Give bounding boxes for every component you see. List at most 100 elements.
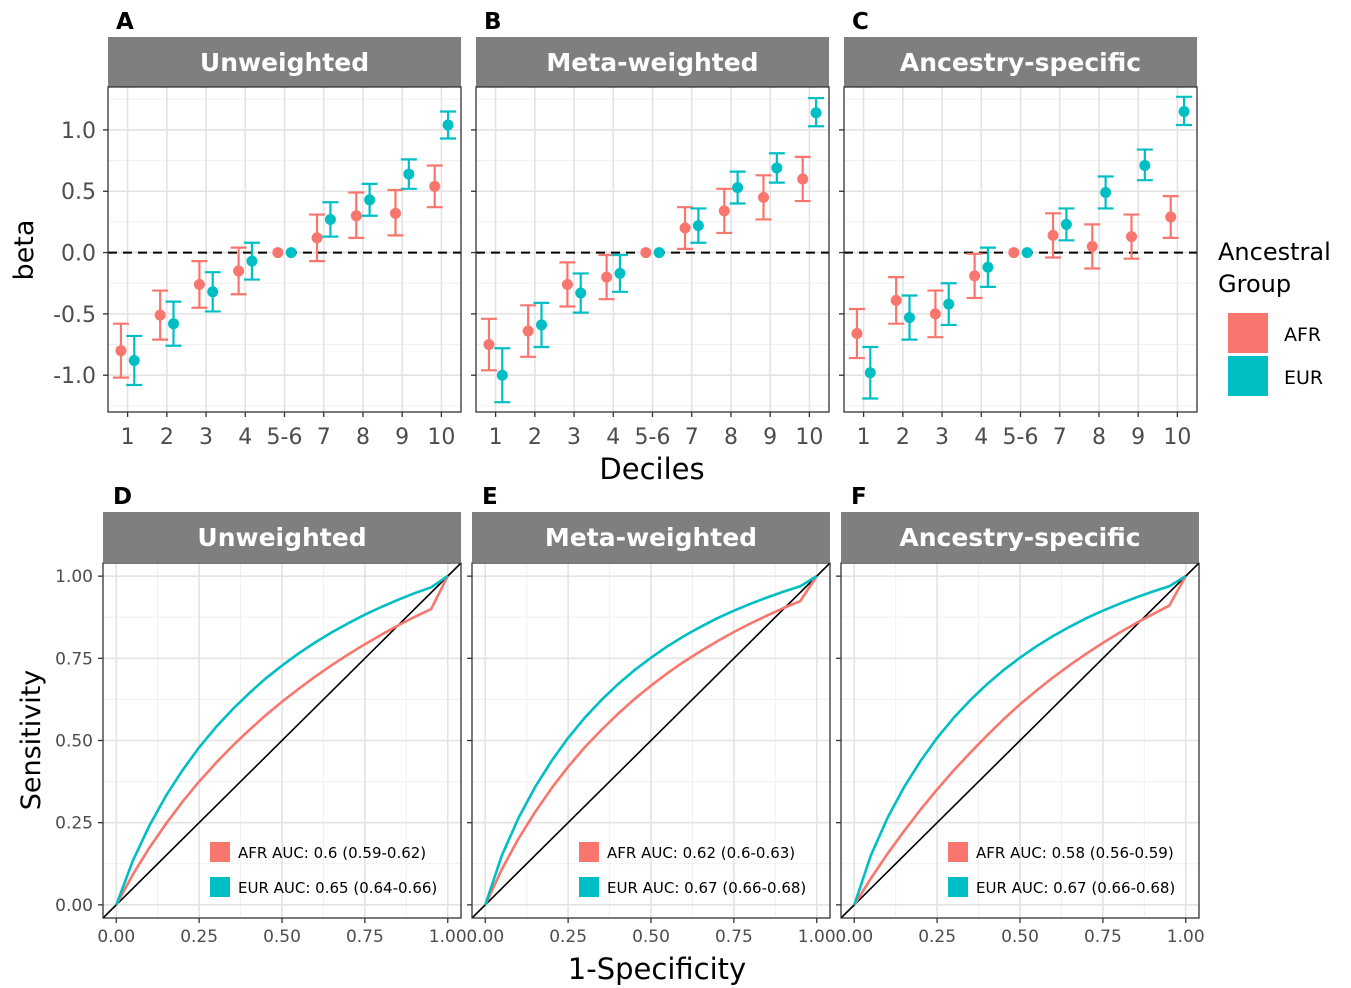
roc-curve-afr: [853, 575, 1187, 906]
auc-legend-key-afr: [948, 842, 968, 862]
point-afr: [193, 278, 205, 290]
point-afr: [311, 232, 323, 244]
top-y-axis-title: beta: [9, 220, 40, 281]
point-afr: [1086, 240, 1098, 252]
x-tick-label: 3: [935, 425, 949, 450]
point-eur: [732, 182, 744, 194]
point-eur: [285, 247, 297, 259]
point-afr: [1125, 231, 1137, 243]
x-tick-label: 4: [238, 425, 252, 450]
point-afr: [797, 173, 809, 185]
panel-letter-E: E: [482, 484, 498, 510]
x-tick-label: 3: [199, 425, 213, 450]
x-tick-label: 9: [395, 425, 409, 450]
y-tick-label: 1.00: [55, 567, 93, 587]
diagonal-line: [102, 562, 462, 919]
point-afr: [757, 191, 769, 203]
x-tick-label: 0.25: [918, 927, 956, 947]
point-afr: [1008, 247, 1020, 259]
x-tick-label: 10: [427, 425, 455, 450]
x-tick-label: 8: [1092, 425, 1106, 450]
roc-curve-eur: [853, 574, 1187, 906]
auc-legend-label-eur: EUR AUC: 0.65 (0.64-0.66): [238, 879, 437, 897]
auc-legend-label-afr: AFR AUC: 0.6 (0.59-0.62): [238, 844, 426, 862]
x-tick-label: 10: [1163, 425, 1191, 450]
diagonal-line: [471, 562, 831, 919]
x-tick-label: 0.00: [466, 927, 504, 947]
point-afr: [272, 247, 284, 259]
panel-letter-F: F: [851, 484, 867, 510]
point-eur: [496, 369, 508, 381]
y-tick-label: -0.5: [53, 303, 96, 328]
y-tick-label: 0.5: [61, 180, 96, 205]
auc-legend-label-afr: AFR AUC: 0.58 (0.56-0.59): [976, 844, 1174, 862]
y-tick-label: 0.0: [61, 242, 96, 267]
facet-strip-D: [103, 512, 461, 562]
point-eur: [1060, 218, 1072, 230]
x-tick-label: 5-6: [635, 425, 671, 450]
point-eur: [536, 319, 548, 331]
point-eur: [653, 247, 665, 259]
panel-letter-C: C: [852, 9, 869, 35]
point-afr: [233, 265, 245, 277]
point-eur: [810, 107, 822, 119]
point-afr: [1047, 229, 1059, 241]
legend-key-eur: [1228, 356, 1268, 396]
point-eur: [364, 194, 376, 206]
point-eur: [771, 162, 783, 174]
x-tick-label: 5-6: [267, 425, 303, 450]
auc-legend-key-eur: [948, 877, 968, 897]
x-tick-label: 1: [857, 425, 871, 450]
point-afr: [969, 270, 981, 282]
legend-label-afr: AFR: [1284, 324, 1321, 346]
legend-key-afr: [1228, 313, 1268, 353]
x-tick-label: 5-6: [1003, 425, 1039, 450]
point-eur: [575, 287, 587, 299]
x-tick-label: 8: [356, 425, 370, 450]
legend-title-line2: Group: [1218, 270, 1291, 298]
point-afr: [522, 325, 534, 337]
x-tick-label: 0.75: [715, 927, 753, 947]
facet-strip-label-B: Meta-weighted: [546, 48, 758, 77]
bottom-y-axis-title: Sensitivity: [16, 670, 47, 811]
x-tick-label: 10: [795, 425, 823, 450]
y-tick-label: 0.75: [55, 649, 93, 669]
x-tick-label: 0.75: [346, 927, 384, 947]
x-tick-label: 7: [317, 425, 331, 450]
x-tick-label: 0.00: [97, 927, 135, 947]
y-tick-label: 0.50: [55, 732, 93, 752]
point-afr: [929, 308, 941, 320]
panel-C: 1 2 3 4 5-6 7 8 9 10: [839, 86, 1198, 450]
point-eur: [904, 312, 916, 324]
point-eur: [403, 168, 415, 180]
legend: Ancestral Group AFR EUR: [1218, 238, 1331, 396]
point-afr: [601, 271, 613, 283]
x-tick-label: 0.25: [549, 927, 587, 947]
x-tick-label: 9: [763, 425, 777, 450]
point-eur: [943, 298, 955, 310]
point-afr: [679, 222, 691, 234]
point-eur: [128, 354, 140, 366]
point-eur: [1139, 159, 1151, 171]
roc-curve-eur: [484, 574, 818, 906]
point-afr: [429, 180, 441, 192]
auc-legend-key-afr: [579, 842, 599, 862]
point-eur: [864, 367, 876, 379]
point-eur: [324, 213, 336, 225]
point-eur: [207, 286, 219, 298]
x-tick-label: 7: [685, 425, 699, 450]
point-afr: [561, 278, 573, 290]
point-eur: [692, 220, 704, 232]
x-tick-label: 0.00: [835, 927, 873, 947]
point-afr: [1165, 211, 1177, 223]
point-eur: [246, 255, 258, 267]
bottom-x-axis-title: 1-Specificity: [568, 952, 746, 986]
panel-F: AFR AUC: 0.58 (0.56-0.59) EUR AUC: 0.67 (…: [835, 562, 1205, 947]
point-eur: [982, 261, 994, 273]
panel-D: AFR AUC: 0.6 (0.59-0.62) EUR AUC: 0.65 (0…: [55, 562, 467, 947]
x-tick-label: 9: [1131, 425, 1145, 450]
auc-legend-key-afr: [210, 842, 230, 862]
x-tick-label: 3: [567, 425, 581, 450]
point-afr: [389, 207, 401, 219]
